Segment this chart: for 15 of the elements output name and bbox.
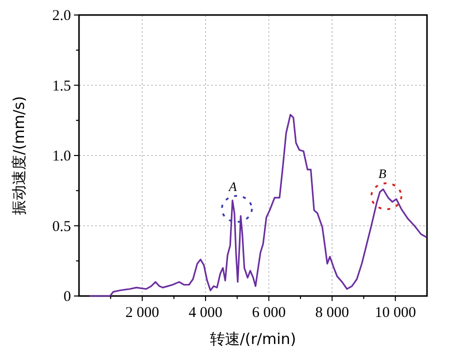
y-tick-label: 0 (64, 289, 71, 305)
y-tick-label: 2.0 (52, 8, 71, 24)
y-axis-title: 振动速度/(mm/s) (10, 96, 28, 215)
y-tick-label: 1.0 (52, 148, 71, 164)
y-tick-label: 0.5 (52, 218, 71, 235)
x-tick-label: 6 000 (252, 305, 286, 321)
x-tick-label: 2 000 (125, 305, 160, 321)
annotation: A (228, 178, 237, 194)
y-tick-label: 1.5 (52, 78, 71, 94)
annotation: B (378, 166, 386, 182)
x-axis-title: 转速/(r/min) (210, 330, 296, 348)
line-series (89, 114, 427, 297)
x-tick-label: 10 000 (374, 305, 416, 321)
x-tick-label: 4 000 (188, 305, 222, 321)
x-tick-label: 8 000 (315, 305, 349, 321)
